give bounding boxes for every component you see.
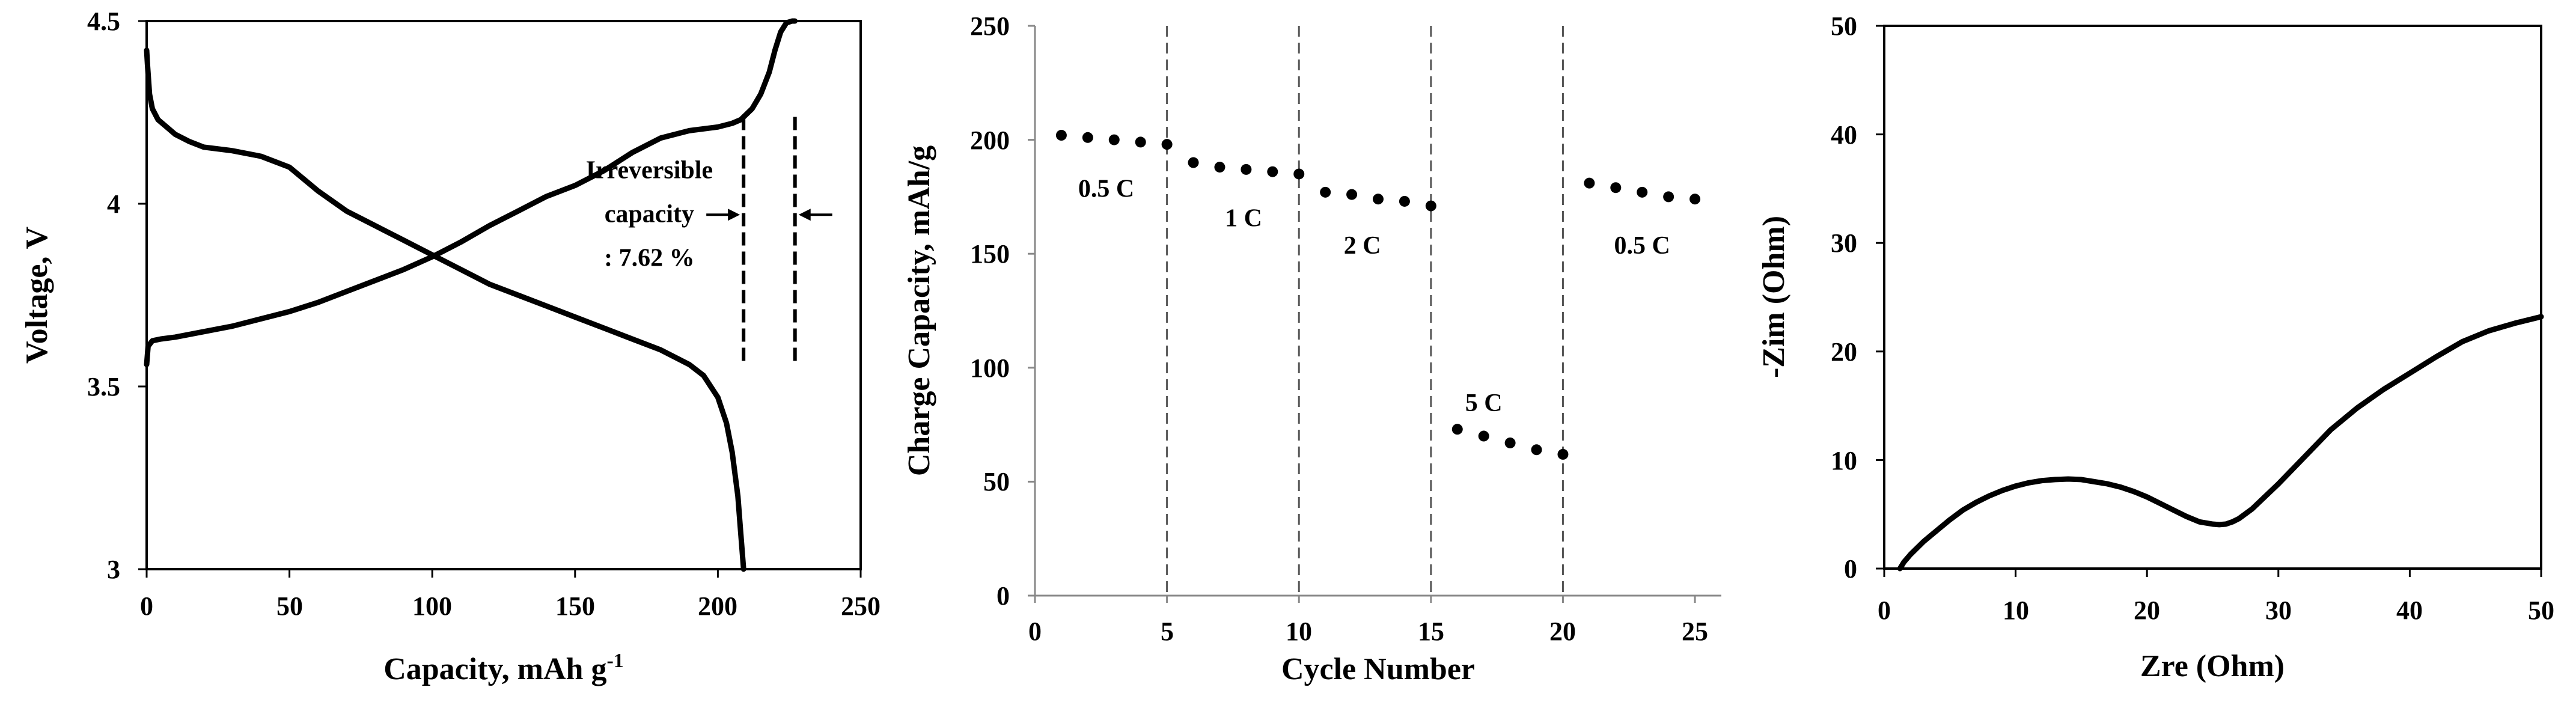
data-point <box>1478 430 1489 442</box>
x-tick-labels: 0 50 100 150 200 250 <box>140 591 881 621</box>
x-tick-label: 0 <box>140 591 153 621</box>
y-tick-label: 100 <box>970 353 1010 383</box>
x-tick-labels: 0 5 10 15 20 25 <box>1028 617 1708 646</box>
plot-marks <box>1028 25 1701 603</box>
data-point <box>1504 437 1516 448</box>
x-tick-label: 50 <box>2528 596 2554 625</box>
x-axis-title: Capacity, mAh g-1 <box>383 650 624 686</box>
x-tick-label: 20 <box>2134 596 2160 625</box>
x-tick-label: 20 <box>1549 617 1576 646</box>
plot-marks <box>138 18 862 578</box>
impedance-curve <box>1897 314 2544 572</box>
x-axis-title: Zre (Ohm) <box>2140 649 2285 683</box>
arrow-left-head <box>798 209 811 221</box>
data-point <box>1689 194 1701 205</box>
y-tick-label: 3.5 <box>87 372 120 401</box>
c-rate-label: 1 C <box>1225 205 1262 233</box>
data-point <box>1425 200 1436 212</box>
x-tick-label: 15 <box>1418 617 1444 646</box>
y-tick-label: 40 <box>1831 120 1857 150</box>
c-rate-label: 0.5 C <box>1078 175 1134 203</box>
data-point <box>1637 186 1648 198</box>
x-tick-label: 250 <box>841 591 881 621</box>
y-tick-label: 10 <box>1831 446 1857 475</box>
data-point <box>1055 130 1067 141</box>
discharge-curve <box>144 47 746 572</box>
data-point <box>1531 444 1542 456</box>
data-point <box>1399 195 1410 207</box>
y-tick-labels: 0 50 100 150 200 250 <box>970 11 1010 611</box>
x-tick-label: 50 <box>276 591 303 621</box>
rate-capability-chart: 0 5 10 15 20 25 0 50 100 150 200 250 Cyc… <box>902 11 1721 686</box>
y-axis-title: -Zim (Ohm) <box>1757 216 1791 378</box>
plot-frame <box>1883 25 2542 570</box>
y-tick-label: 20 <box>1831 337 1857 367</box>
c-rate-label: 2 C <box>1344 232 1381 260</box>
y-tick-label: 4.5 <box>87 7 120 36</box>
y-tick-label: 4 <box>107 189 120 219</box>
data-point <box>1241 163 1252 175</box>
data-point <box>1293 168 1305 180</box>
x-tick-label: 0 <box>1878 596 1891 625</box>
data-point <box>1108 134 1120 145</box>
y-tick-label: 200 <box>970 126 1010 155</box>
plot-marks <box>1876 25 2544 577</box>
data-point <box>1346 189 1358 200</box>
charge-curve <box>144 18 798 367</box>
data-point <box>1373 194 1384 205</box>
data-point <box>1267 166 1278 177</box>
x-axis-title: Cycle Number <box>1281 652 1475 686</box>
data-point <box>1557 448 1569 460</box>
x-tick-label: 10 <box>1286 617 1312 646</box>
y-tick-label: 250 <box>970 11 1010 41</box>
x-tick-label: 150 <box>555 591 595 621</box>
x-axis-title-superscript: -1 <box>606 650 623 672</box>
data-point <box>1584 177 1595 189</box>
y-tick-label: 0 <box>1844 554 1857 584</box>
y-tick-label: 50 <box>983 467 1010 496</box>
data-point <box>1320 186 1331 198</box>
data-point <box>1663 191 1674 203</box>
nyquist-impedance-chart: 0 10 20 30 40 50 0 10 20 30 40 50 Zre (O… <box>1757 11 2554 683</box>
x-tick-label: 10 <box>2003 596 2029 625</box>
y-tick-label: 50 <box>1831 11 1857 41</box>
data-point <box>1135 136 1146 148</box>
x-tick-label: 0 <box>1028 617 1042 646</box>
plot-frame <box>145 20 862 570</box>
data-point <box>1161 139 1173 150</box>
annotation-label: : 7.62 % <box>604 244 695 272</box>
annotation-label: capacity <box>605 200 694 228</box>
voltage-capacity-chart: 0 50 100 150 200 250 3 3.5 4 4.5 Capacit… <box>20 7 881 686</box>
annotation-label: Irreversible <box>586 156 713 184</box>
x-tick-label: 30 <box>2265 596 2292 625</box>
data-point <box>1188 157 1199 168</box>
y-tick-label: 0 <box>997 581 1010 611</box>
y-tick-label: 150 <box>970 239 1010 269</box>
data-point <box>1610 182 1622 194</box>
x-tick-label: 40 <box>2396 596 2423 625</box>
y-tick-label: 3 <box>107 555 120 584</box>
x-tick-label: 100 <box>412 591 452 621</box>
c-rate-label: 5 C <box>1465 389 1503 417</box>
annotations: Irreversible capacity : 7.62 % <box>586 156 713 272</box>
x-tick-label: 5 <box>1161 617 1174 646</box>
data-point <box>1082 132 1093 143</box>
y-tick-labels: 3 3.5 4 4.5 <box>87 7 120 584</box>
x-axis-title-text: Capacity, mAh g <box>383 652 606 686</box>
y-axis-title: Voltage, V <box>20 227 54 364</box>
y-axis-title: Charge Capacity, mAh/g <box>902 145 936 476</box>
x-tick-labels: 0 10 20 30 40 50 <box>1878 596 2554 625</box>
data-point <box>1451 424 1463 435</box>
data-point <box>1214 162 1225 173</box>
arrow-right-head <box>728 209 740 221</box>
y-tick-label: 30 <box>1831 228 1857 258</box>
x-tick-label: 25 <box>1682 617 1708 646</box>
y-tick-labels: 0 10 20 30 40 50 <box>1831 11 1857 584</box>
c-rate-label: 0.5 C <box>1614 232 1670 260</box>
annotations: 0.5 C 1 C 2 C 5 C 0.5 C <box>1078 175 1670 417</box>
x-tick-label: 200 <box>698 591 737 621</box>
